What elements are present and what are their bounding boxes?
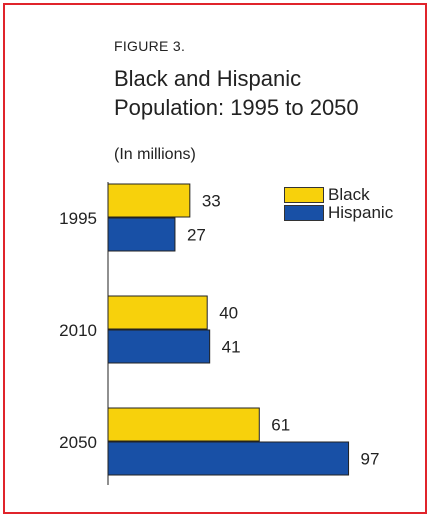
category-label-1995: 1995 — [59, 209, 97, 228]
bar-hispanic-1995 — [107, 217, 176, 252]
legend-label-black: Black — [328, 185, 370, 204]
category-label-2050: 2050 — [59, 433, 97, 452]
chart-title: Black and Hispanic Population: 1995 to 2… — [114, 64, 359, 122]
bar-value-label-black-1995: 33 — [202, 192, 221, 211]
bar-hispanic-2010 — [107, 329, 211, 364]
bar-value-label-hispanic-1995: 27 — [187, 226, 206, 245]
chart-title-line-2: Population: 1995 to 2050 — [114, 95, 359, 120]
bar-black-1995 — [107, 183, 191, 218]
bar-value-label-hispanic-2050: 97 — [361, 450, 380, 469]
bar-value-label-black-2010: 40 — [219, 304, 238, 323]
chart-title-line-1: Black and Hispanic — [114, 66, 302, 91]
bar-hispanic-2050 — [107, 441, 350, 476]
legend-swatch-hispanic — [284, 205, 324, 221]
chart-subtitle: (In millions) — [114, 146, 196, 163]
bar-black-2010 — [107, 295, 208, 330]
bar-value-label-hispanic-2010: 41 — [222, 338, 241, 357]
category-label-2010: 2010 — [59, 321, 97, 340]
legend-label-hispanic: Hispanic — [328, 203, 394, 222]
legend-swatch-black — [284, 187, 324, 203]
figure-frame — [3, 3, 427, 514]
bar-black-2050 — [107, 407, 260, 442]
figure-label: FIGURE 3. — [114, 38, 186, 54]
bar-value-label-black-2050: 61 — [271, 416, 290, 435]
